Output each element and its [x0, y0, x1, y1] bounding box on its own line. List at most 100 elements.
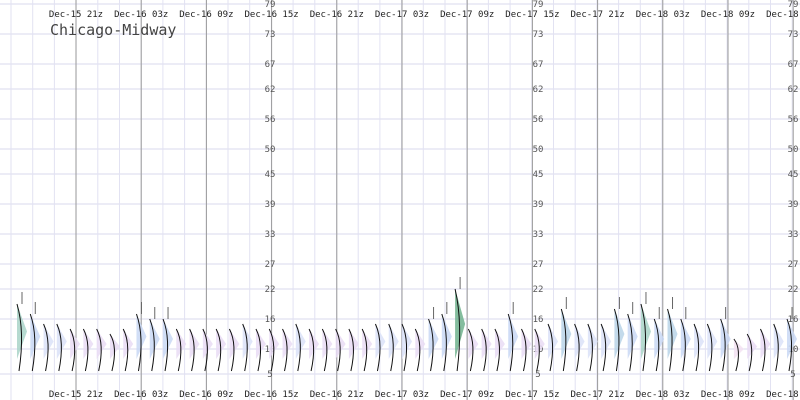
wind-stroke — [680, 318, 686, 372]
wind-stroke — [760, 328, 766, 372]
y-tick-label: 39 — [788, 200, 799, 210]
wind-stroke — [96, 328, 102, 372]
wind-glyphs — [16, 288, 797, 372]
wind-stroke — [29, 313, 36, 372]
x-tick-label-top: Dec-17 03z — [375, 10, 429, 20]
wind-glyph — [17, 304, 27, 359]
wind-stroke — [388, 323, 394, 372]
y-tick-label: 62 — [788, 85, 799, 95]
y-tick-label: 45 — [533, 170, 544, 180]
y-tick-label: 67 — [788, 60, 799, 70]
wind-stroke — [282, 328, 288, 372]
wind-stroke — [441, 313, 447, 372]
x-tick-label-top: Dec-18 03z — [636, 10, 690, 20]
wind-stroke — [667, 308, 673, 372]
x-tick-label-bottom: Dec-16 21z — [310, 390, 364, 400]
wind-stroke — [202, 328, 208, 372]
wind-stroke — [613, 308, 620, 372]
wind-stroke — [534, 328, 540, 372]
wind-stroke — [733, 338, 739, 372]
y-tick-label: 79 — [265, 0, 276, 10]
y-tick-label: 56 — [265, 115, 276, 125]
y-tick-label: 50 — [533, 145, 544, 155]
horizontal-gridlines — [0, 3, 800, 375]
wind-stroke — [521, 328, 527, 372]
x-tick-label-bottom: Dec-17 21z — [571, 390, 625, 400]
x-tick-label-bottom: Dec-17 09z — [440, 390, 494, 400]
wind-glyph — [627, 314, 638, 359]
wind-stroke — [175, 328, 182, 372]
y-tick-label: 45 — [265, 170, 276, 180]
wind-glyph — [614, 309, 625, 359]
wind-stroke — [308, 328, 315, 372]
wind-stroke — [414, 328, 421, 372]
y-tick-label: 33 — [533, 230, 544, 240]
y-tick-label: 16 — [788, 315, 799, 325]
y-tick-label: 5 — [267, 370, 272, 380]
wind-glyph — [640, 304, 651, 359]
wind-stroke — [348, 328, 354, 372]
wind-glyph — [508, 314, 519, 359]
x-tick-label-bottom: Dec-16 03z — [114, 390, 168, 400]
y-tick-label: 62 — [533, 85, 544, 95]
wind-stroke — [560, 308, 567, 372]
wind-stroke — [335, 328, 341, 372]
y-tick-label: 50 — [265, 145, 276, 155]
x-tick-label-top: Dec-17 09z — [440, 10, 494, 20]
wind-stroke — [162, 318, 169, 372]
x-axis-labels-top: Dec-15 21z Dec-16 03z Dec-16 09z Dec-16 15z… — [49, 10, 800, 20]
wind-stroke — [374, 323, 381, 372]
x-tick-label-bottom: Dec-17 15z — [505, 390, 559, 400]
wind-stroke — [242, 323, 248, 372]
wind-stroke — [215, 328, 222, 372]
wind-stroke — [640, 303, 647, 372]
y-tick-label: 33 — [265, 230, 276, 240]
wind-stroke — [627, 313, 633, 372]
wind-stroke — [268, 328, 275, 372]
wind-glyph — [30, 314, 41, 359]
x-tick-label-bottom: Dec-16 09z — [179, 390, 233, 400]
y-tick-label: 45 — [788, 170, 799, 180]
station-name: Chicago-Midway — [50, 21, 176, 39]
wind-stroke — [149, 318, 155, 372]
x-tick-label-top: Dec-17 21z — [571, 10, 625, 20]
y-tick-label: 5 — [535, 370, 540, 380]
y-tick-label: 67 — [265, 60, 276, 70]
wind-stroke — [693, 323, 700, 372]
wind-stroke — [122, 328, 129, 372]
x-tick-label-bottom: Dec-18 09z — [701, 390, 755, 400]
wind-glyph — [667, 309, 678, 359]
wind-stroke — [600, 323, 607, 372]
y-tick-label: 27 — [265, 260, 276, 270]
y-tick-label: 79 — [533, 0, 544, 10]
x-axis-labels-bottom: Dec-15 21z Dec-16 03z Dec-16 09z Dec-16 15z… — [49, 390, 800, 400]
x-tick-label-bottom: Dec-18 15z — [766, 390, 800, 400]
x-tick-label-top: Dec-16 03z — [114, 10, 168, 20]
y-tick-label: 39 — [533, 200, 544, 210]
wind-stroke — [109, 333, 115, 372]
y-tick-label: 62 — [265, 85, 276, 95]
x-tick-label-bottom: Dec-17 03z — [375, 390, 429, 400]
wind-stroke — [16, 303, 23, 372]
wind-stroke — [82, 328, 89, 372]
x-tick-label-bottom: Dec-16 15z — [245, 390, 299, 400]
wind-stroke — [773, 323, 779, 372]
wind-glyph — [441, 314, 452, 359]
x-tick-label-top: Dec-16 15z — [245, 10, 299, 20]
y-tick-label: 33 — [788, 230, 799, 240]
gust-spikes — [21, 277, 793, 319]
x-tick-label-bottom: Dec-18 03z — [636, 390, 690, 400]
wind-stroke — [189, 328, 195, 372]
wind-stroke — [786, 318, 793, 372]
y-tick-label: 50 — [788, 145, 799, 155]
y-tick-label: 67 — [533, 60, 544, 70]
y-tick-label: 22 — [265, 285, 276, 295]
wind-stroke — [587, 323, 593, 372]
wind-stroke — [136, 313, 142, 372]
y-tick-label: 39 — [265, 200, 276, 210]
wind-stroke — [467, 328, 474, 372]
x-tick-label-top: Dec-15 21z — [49, 10, 103, 20]
wind-stroke — [428, 318, 434, 372]
wind-stroke — [454, 288, 461, 372]
